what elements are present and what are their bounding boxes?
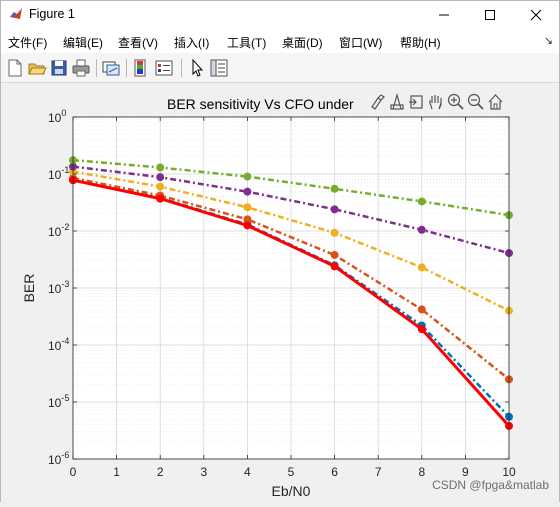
x-tick-label: 3	[200, 465, 207, 479]
maximize-icon	[485, 10, 495, 20]
y-tick-label: 10-6	[48, 450, 69, 467]
y-tick-label: 10-4	[48, 336, 69, 353]
plot-title: BER sensitivity Vs CFO under	[167, 96, 354, 112]
menu-insert[interactable]: 插入(I)	[174, 36, 210, 50]
save-icon[interactable]	[49, 58, 69, 78]
series-point	[156, 194, 165, 203]
figure-canvas: 0 1 2 3 4 5 6 7 8 9 10 100 10-1 10-2 10-3 10-4 10-5 10-6 …	[1, 84, 559, 502]
pan-icon[interactable]	[429, 95, 442, 110]
open-file-icon[interactable]	[27, 58, 47, 78]
series-point	[330, 228, 339, 237]
menu-window[interactable]: 窗口(W)	[339, 36, 383, 50]
figure-toolbar	[1, 53, 559, 83]
toolbar-separator	[181, 59, 182, 77]
menu-overflow-icon[interactable]: ↘	[543, 35, 553, 47]
print-icon[interactable]	[71, 58, 91, 78]
series-point	[243, 203, 252, 212]
menu-edit[interactable]: 编辑(E)	[63, 36, 103, 50]
menu-desktop[interactable]: 桌面(D)	[282, 36, 323, 50]
series-line	[72, 178, 511, 428]
x-tick-label: 5	[288, 465, 295, 479]
series-point	[417, 305, 426, 314]
series-point	[417, 325, 426, 334]
close-icon	[530, 9, 542, 21]
close-button[interactable]	[513, 1, 559, 29]
x-tick-label: 9	[462, 465, 469, 479]
menu-view[interactable]: 查看(V)	[118, 36, 158, 50]
x-tick-label: 1	[113, 465, 120, 479]
x-tick-label: 7	[375, 465, 382, 479]
brush-icon[interactable]	[371, 94, 385, 110]
series-point	[156, 173, 165, 182]
export-icon[interactable]	[409, 95, 423, 109]
series-point	[330, 205, 339, 214]
x-tick-label: 2	[157, 465, 164, 479]
series-line	[72, 158, 510, 217]
minimize-icon	[439, 14, 449, 16]
colorbar-icon[interactable]	[132, 58, 152, 78]
menu-bar: 文件(F) 编辑(E) 查看(V) 插入(I) 工具(T) 桌面(D) 窗口(W…	[1, 29, 559, 53]
series-point	[243, 187, 252, 196]
series-point	[156, 182, 165, 191]
series-point	[330, 262, 339, 271]
property-inspector-icon[interactable]	[209, 58, 229, 78]
series-point	[243, 172, 252, 181]
series-point	[243, 215, 252, 224]
series-point	[156, 163, 165, 172]
series-line	[72, 170, 510, 312]
series-point	[417, 225, 426, 234]
menu-file[interactable]: 文件(F)	[8, 36, 48, 50]
title-bar: Figure 1	[1, 1, 559, 29]
zoom-in-icon[interactable]	[447, 93, 464, 110]
x-tick-label: 6	[331, 465, 338, 479]
x-tick-label: 8	[418, 465, 425, 479]
series-point	[417, 263, 426, 272]
y-tick-label: 10-3	[48, 279, 69, 296]
menu-tools[interactable]: 工具(T)	[227, 36, 267, 50]
y-tick-label: 10-1	[48, 165, 69, 182]
legend-icon[interactable]	[154, 58, 174, 78]
watermark: CSDN @fpga&matlab	[432, 478, 549, 492]
window-title: Figure 1	[29, 7, 75, 21]
series-4	[69, 156, 513, 220]
series-point	[243, 221, 252, 230]
x-axis-label: Eb/N0	[272, 483, 311, 499]
y-axis-label: BER	[21, 274, 37, 303]
x-tick-label: 4	[244, 465, 251, 479]
toolbar-separator	[96, 59, 97, 77]
toolbar-separator	[126, 59, 127, 77]
y-tick-label: 10-2	[48, 222, 69, 239]
minimize-button[interactable]	[421, 1, 467, 29]
zoom-out-icon[interactable]	[467, 93, 484, 110]
series-line	[72, 176, 510, 381]
ber-plot[interactable]: 0 1 2 3 4 5 6 7 8 9 1010010-110-210-310-410-510-6 …	[1, 84, 559, 502]
axes-toolbar	[371, 92, 503, 110]
home-icon[interactable]	[488, 94, 503, 110]
x-tick-label: 10	[502, 465, 516, 479]
y-tick-label: 100	[48, 108, 66, 125]
menu-help[interactable]: 帮助(H)	[400, 36, 441, 50]
data-tips-icon[interactable]	[390, 92, 404, 110]
new-figure-icon[interactable]	[5, 58, 25, 78]
x-tick-label: 0	[70, 465, 77, 479]
y-tick-label: 10-5	[48, 393, 69, 410]
matlab-icon	[10, 8, 22, 19]
pointer-icon[interactable]	[187, 58, 207, 78]
maximize-button[interactable]	[467, 1, 513, 29]
series-point	[330, 184, 339, 193]
link-plot-icon[interactable]	[101, 58, 121, 78]
series-point	[417, 197, 426, 206]
axis-ticks: 0 1 2 3 4 5 6 7 8 9 10 100 10-1 10-2 10-3 10-4 10-5 10-6	[48, 108, 516, 479]
series-point	[330, 250, 339, 259]
series-line	[72, 165, 510, 255]
plot-series	[69, 156, 513, 430]
